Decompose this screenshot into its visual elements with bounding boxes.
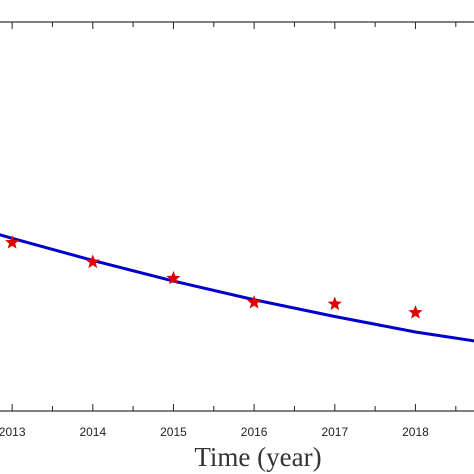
- x-tick-label: 2014: [79, 425, 106, 439]
- plot-frame: [0, 21, 474, 412]
- x-axis-tick-labels: 2013 2014 2015 2016 2017 2018: [0, 425, 429, 439]
- x-tick-label: 2015: [160, 425, 187, 439]
- data-point-star: [247, 294, 262, 309]
- data-point-star: [327, 296, 342, 311]
- data-point-star: [85, 254, 100, 269]
- x-tick-label: 2018: [402, 425, 429, 439]
- x-tick-label: 2017: [321, 425, 348, 439]
- x-tick-label: 2016: [241, 425, 268, 439]
- observed-points-layer: [5, 235, 423, 319]
- x-axis-title: Time (year): [194, 442, 321, 472]
- fitted-curve-line: [0, 233, 474, 343]
- x-tick-label: 2013: [0, 425, 26, 439]
- data-point-star: [408, 305, 423, 319]
- x-axis-ticks: [11, 22, 457, 411]
- data-point-star: [5, 235, 20, 249]
- fitted-curve-layer: [0, 233, 474, 343]
- data-point-star: [166, 270, 181, 285]
